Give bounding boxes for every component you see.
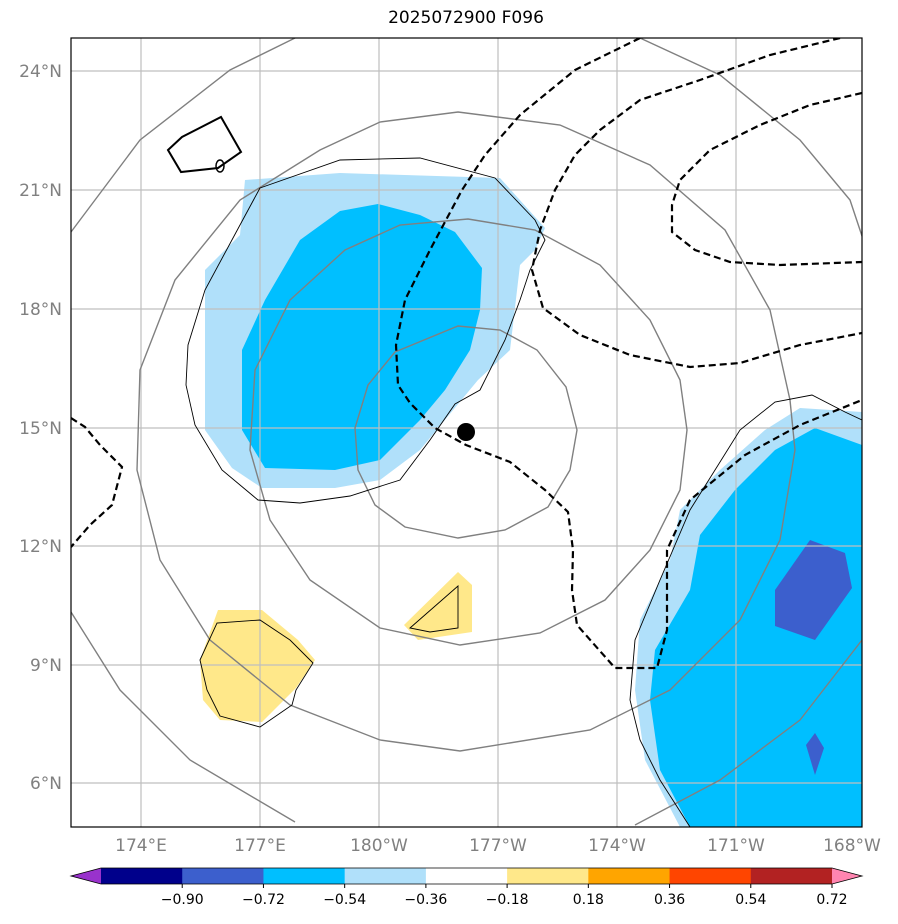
colorbar-outline [69,867,864,885]
dashed-contour-3 [670,91,862,267]
lon-label: 177°E [234,836,286,856]
contour-ring-4c [71,611,296,823]
lon-label: 174°E [115,836,167,856]
lat-label: 15°N [19,419,62,439]
colorbar-segment [507,868,589,884]
lat-label: 18°N [19,300,62,320]
colorbar-tick-label: 0.72 [816,892,847,908]
colorbar-tick-label: −0.54 [323,892,366,908]
colorbar-segment [669,868,752,884]
lat-label: 6°N [30,774,62,794]
fill-blue-southeast [650,428,862,827]
storm-center-marker [457,423,475,441]
lon-label: 171°W [707,836,765,856]
dashed-contour-2 [530,38,862,369]
lon-label: 177°W [469,836,527,856]
colorbar-tick-label: −0.36 [404,892,447,908]
gray-contours [71,38,862,826]
fill-dark-blue-small [806,733,824,775]
colorbar-tick-label: −0.90 [161,892,204,908]
contour-ring-4b [639,38,862,239]
contour-ring-3 [136,111,796,752]
colorbar-segment [344,868,427,884]
contour-ring-4 [71,38,296,233]
contour-ring-2 [249,218,688,646]
contour-ring-4d [634,639,862,826]
colorbar-segment [101,868,183,884]
contour-thin-north [185,157,546,504]
black-contours [185,157,862,827]
contour-thin-west [199,619,314,728]
lon-label: 174°W [588,836,646,856]
lat-label: 24°N [19,62,62,82]
contour-ring-1 [354,325,578,539]
lat-label: 9°N [30,656,62,676]
dashed-contour-west [71,417,124,548]
black-polygon [166,115,243,174]
lon-label: 180°W [350,836,408,856]
fill-yellow-west [200,610,315,722]
colorbar-tick-label: −0.72 [242,892,285,908]
lat-label: 12°N [19,537,62,557]
colorbar-segment [182,868,264,884]
lon-label: 168°W [823,836,881,856]
colorbar-segment [263,868,346,884]
colorbar-segment [588,868,671,884]
colorbar-extend-high [832,868,862,884]
dashed-contours [71,38,862,670]
colorbar-tick-label: 0.36 [654,892,685,908]
lat-label: 21°N [19,181,62,201]
colorbar-segment [750,868,833,884]
latitude-labels: 24°N 21°N 18°N 15°N 12°N 9°N 6°N [19,62,62,794]
fill-blue-north [242,204,482,470]
colorbar-tick-label: 0.54 [735,892,766,908]
map-title: 2025072900 F096 [388,8,544,28]
contour-thin-center [409,585,459,633]
map-frame [70,37,863,828]
fill-yellow-center [404,572,472,640]
colorbar-segment [425,868,508,884]
dashed-contour-main [394,38,862,670]
colorbar-extend-low [71,868,101,884]
anomaly-fills [200,173,862,827]
colorbar-tick-label: 0.18 [573,892,604,908]
longitude-labels: 174°E 177°E 180°W 177°W 174°W 171°W 168°… [115,836,881,856]
colorbar-tick-label: −0.18 [486,892,529,908]
contour-thin-southeast [629,394,862,827]
fill-dark-blue-southeast [775,540,852,640]
colorbar: −0.90 −0.72 −0.54 −0.36 −0.18 0.18 0.36 0.54 0.7… [69,867,898,908]
